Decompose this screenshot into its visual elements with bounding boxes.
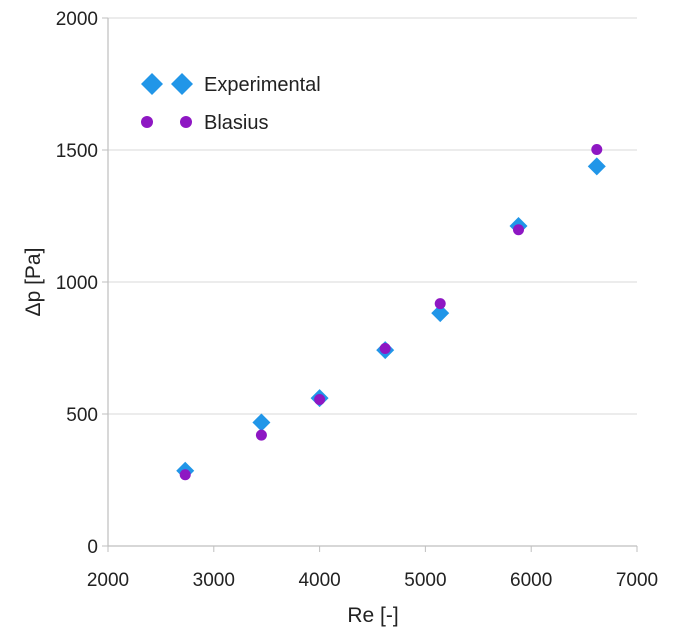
- y-tick-label: 1000: [56, 273, 98, 294]
- legend-experimental-marker: [141, 73, 163, 95]
- legend-blasius-marker: [180, 116, 192, 128]
- blasius-point: [513, 224, 525, 236]
- y-axis-label: Δp [Pa]: [22, 248, 45, 317]
- x-tick-label: 3000: [193, 570, 235, 591]
- blasius-point: [434, 298, 446, 310]
- x-tick-label: 5000: [404, 570, 446, 591]
- blasius-point: [255, 429, 267, 441]
- y-tick-label: 500: [66, 405, 98, 426]
- y-axis-ticks: 0 500 1000 1500 2000: [56, 9, 108, 558]
- x-axis-ticks: 2000 3000 4000 5000 6000 7000: [87, 546, 658, 591]
- x-tick-label: 7000: [616, 570, 658, 591]
- legend-blasius-label: Blasius: [204, 112, 268, 134]
- y-tick-label: 0: [87, 537, 98, 558]
- experimental-point: [587, 157, 606, 176]
- blasius-point: [591, 143, 603, 155]
- gridlines: [108, 17, 637, 415]
- x-tick-label: 2000: [87, 570, 129, 591]
- data-points: [176, 143, 606, 481]
- y-tick-label: 2000: [56, 9, 98, 30]
- blasius-point: [314, 393, 326, 405]
- x-tick-label: 6000: [510, 570, 552, 591]
- blasius-point: [379, 343, 391, 355]
- legend-blasius-marker: [141, 116, 153, 128]
- experimental-point: [431, 304, 450, 323]
- legend-experimental-label: Experimental: [204, 74, 321, 96]
- y-tick-label: 1500: [56, 141, 98, 162]
- blasius-point: [179, 469, 191, 481]
- experimental-point: [252, 413, 271, 432]
- x-tick-label: 4000: [298, 570, 340, 591]
- x-axis-label: Re [-]: [347, 604, 398, 627]
- legend-experimental-marker: [171, 73, 193, 95]
- legend: Experimental Blasius: [141, 73, 321, 134]
